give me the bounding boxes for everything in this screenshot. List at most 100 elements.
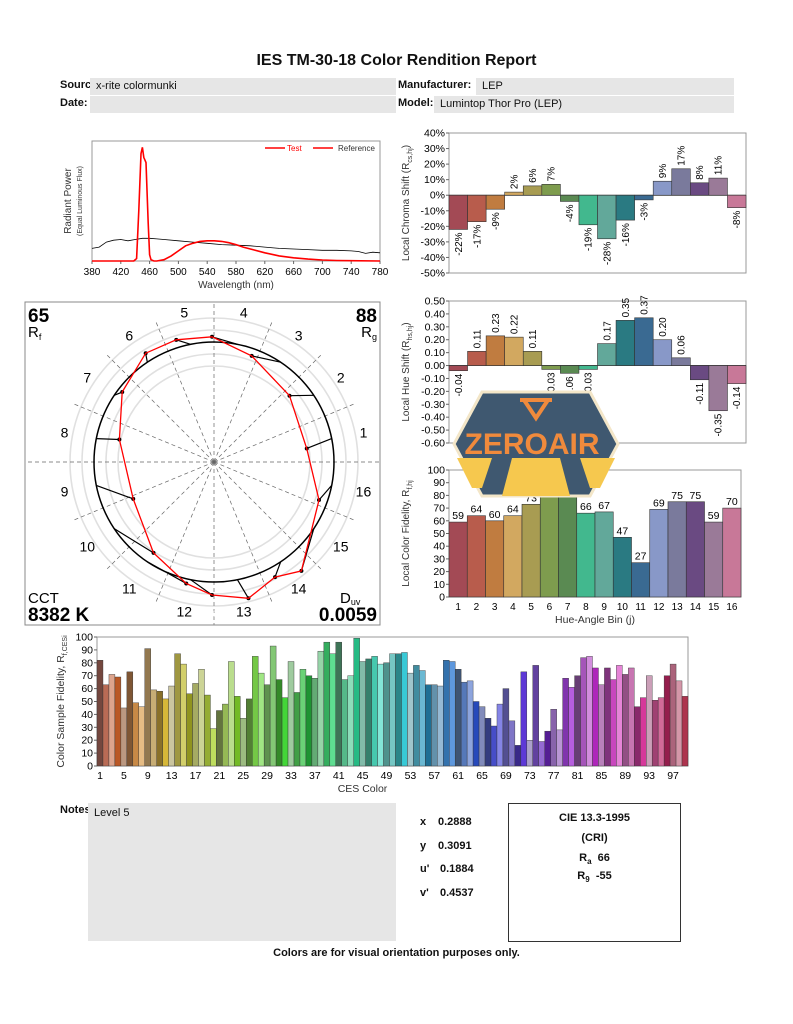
ces-bar-42 <box>341 679 348 767</box>
bar-bin-16 <box>727 365 747 384</box>
bar-value-label: -9% <box>491 212 502 230</box>
bar-value-label: -17% <box>472 225 483 248</box>
bin-number-label: 2 <box>337 369 345 385</box>
chromaticity-x: x 0.2888 <box>420 816 474 840</box>
y-axis-label-text: Local Hue Shift (R <box>401 340 412 421</box>
ces-bar-31 <box>275 679 283 767</box>
ces-bar-95 <box>657 697 665 767</box>
ces-bar-35 <box>299 669 307 767</box>
ces-bar-62 <box>460 681 468 767</box>
bar-bin-11 <box>634 194 654 201</box>
bar-bin-8 <box>578 194 598 226</box>
x-tick-label: 620 <box>256 267 273 278</box>
chromaticity-v-value: 0.4537 <box>440 886 474 899</box>
hue-shift-arrow-bin-13 <box>236 579 249 599</box>
x-tick-label: 9 <box>601 602 607 613</box>
bar-bin-7 <box>558 484 578 598</box>
x-tick-label: 9 <box>145 770 151 782</box>
y-tick-label: -0.50 <box>421 425 445 437</box>
bar-value-label: -4% <box>565 204 576 222</box>
chromaticity-y-value: 0.3091 <box>438 839 472 852</box>
model-field: Lumintop Thor Pro (LEP) <box>434 96 734 113</box>
bar-bin-1 <box>448 194 468 230</box>
bar-value-label: -0.03 <box>547 372 558 395</box>
bar-bin-6 <box>541 184 561 196</box>
rg-value: 88 <box>356 306 377 327</box>
manufacturer-label: Manufacturer: <box>398 79 472 91</box>
x-tick-label: 8 <box>583 602 589 613</box>
bin-number-label: 15 <box>333 539 349 555</box>
legend-label-reference: Reference <box>338 144 375 153</box>
bar-value-label: 64 <box>471 504 483 516</box>
bar-value-label: 75 <box>690 490 702 502</box>
x-tick-label: 660 <box>285 267 302 278</box>
y-tick-label: 60 <box>433 515 445 527</box>
hue-shift-arrow-bin-11 <box>147 561 187 584</box>
bar-bin-15 <box>704 521 724 598</box>
bar-bin-5 <box>522 351 543 366</box>
ces-bar-86 <box>604 667 611 767</box>
bin-number-label: 10 <box>79 539 95 555</box>
ces-bar-66 <box>484 718 492 767</box>
bar-bin-13 <box>667 501 687 598</box>
bar-value-label: 60 <box>489 509 501 521</box>
bar-value-label: -0.03 <box>584 372 595 395</box>
ces-bar-94 <box>651 700 659 767</box>
y-tick-label: 40 <box>433 541 445 553</box>
ces-bar-11 <box>156 690 163 767</box>
ces-bar-20 <box>210 728 217 767</box>
y-tick-label: 0.40 <box>425 308 446 320</box>
y-tick-label: 30% <box>424 143 445 155</box>
x-tick-label: 73 <box>524 770 536 782</box>
y-tick-label: 60 <box>81 683 93 695</box>
bar-value-label: 47 <box>617 525 629 537</box>
bin-boundary-line <box>71 461 215 522</box>
x-tick-label: 81 <box>572 770 584 782</box>
y-axis-label-subscript: cs,hj <box>407 148 414 163</box>
ces-bar-73 <box>526 740 533 767</box>
x-tick-label: 5 <box>528 602 534 613</box>
cri-ra: Ra 66 <box>509 852 680 866</box>
y-axis-label-sub: (Equal Luminous Flux) <box>77 166 84 236</box>
spectrum-plot-area <box>91 140 381 262</box>
y-axis-label: Local Hue Shift (Rhs,hj) <box>401 322 414 421</box>
ces-bar-48 <box>377 663 384 767</box>
duv-sub: uv <box>351 597 361 607</box>
x-tick-label: 540 <box>199 267 216 278</box>
bar-bin-6 <box>539 490 559 598</box>
ces-bar-51 <box>395 653 402 767</box>
y-tick-label: 40% <box>424 128 445 140</box>
ces-bar-89 <box>622 674 629 767</box>
chromaticity-y-label: y <box>420 839 427 852</box>
ces-bar-49 <box>383 662 390 767</box>
hue-shift-arrow-bin-9 <box>96 484 134 500</box>
bar-value-label: 0.23 <box>491 313 502 333</box>
ces-bar-45 <box>359 661 366 767</box>
bar-value-label: 0.37 <box>639 295 650 315</box>
ces-bar-97 <box>669 663 677 767</box>
x-tick-label: 93 <box>643 770 655 782</box>
duv-value: 0.0059 <box>319 605 377 626</box>
test-source-polygon <box>118 336 320 599</box>
y-tick-label: 0.20 <box>425 334 446 346</box>
hue-shift-arrow-bin-16 <box>318 485 333 501</box>
bin-number-label: 12 <box>176 603 192 619</box>
bar-bin-2 <box>467 351 487 366</box>
y-tick-label: 50 <box>433 528 445 540</box>
ces-bar-6 <box>126 671 134 767</box>
ces-bar-52 <box>401 652 408 767</box>
x-tick-label: 29 <box>261 770 273 782</box>
ces-bar-98 <box>675 680 683 767</box>
x-tick-label: 85 <box>596 770 608 782</box>
vector-graphic-frame <box>24 301 381 626</box>
y-tick-label: -10% <box>420 205 445 217</box>
x-tick-label: 53 <box>405 770 417 782</box>
y-axis-label-text: Color Sample Fidelity, R <box>55 655 67 768</box>
bar-value-label: 73 <box>525 492 537 504</box>
y-tick-label: 40 <box>81 709 93 721</box>
y-tick-label: 0 <box>439 592 445 604</box>
bar-bin-10 <box>612 537 632 598</box>
hue-shift-arrow-bin-4 <box>211 336 238 345</box>
x-tick-label: 700 <box>314 267 331 278</box>
x-tick-label: 1 <box>455 602 461 613</box>
